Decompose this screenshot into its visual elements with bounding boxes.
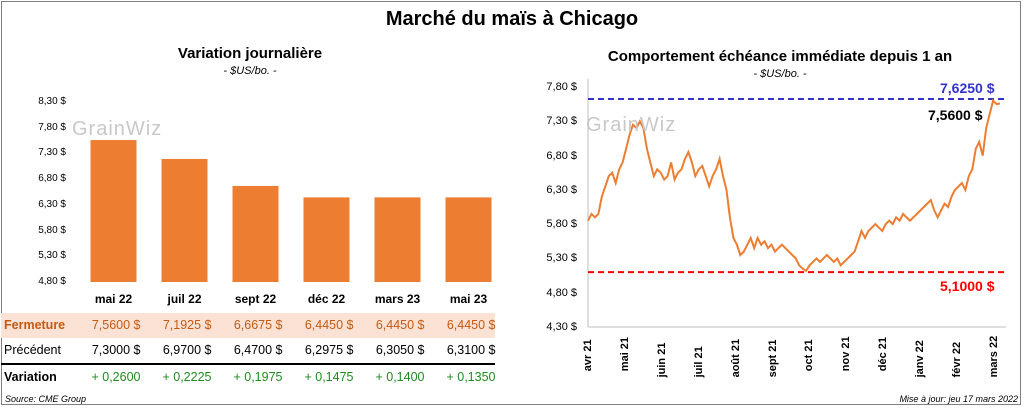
bar-x-tick: déc 22 [307, 292, 346, 306]
line-y-tick: 5,30 $ [546, 252, 577, 265]
bar-1 [161, 158, 208, 282]
previous-cell: 6,9700 $ [162, 343, 212, 357]
bar-y-tick: 6,30 $ [38, 198, 66, 210]
bar-y-tick: 6,80 $ [38, 173, 66, 185]
close-cell: 6,6675 $ [233, 318, 283, 332]
update-note: Mise à jour: jeu 17 mars 2022 [899, 394, 1018, 404]
bar-y-tick: 7,30 $ [38, 147, 66, 159]
close-row: Fermeture 7,5600 $ 7,1925 $ 6,6675 $ 6,4450… [1, 313, 496, 338]
previous-cell: 6,3050 $ [375, 343, 425, 357]
right-chart-unit: - $US/bo. - [753, 68, 807, 80]
bar-x-tick: sept 22 [234, 292, 277, 306]
right-watermark: GrainWiz [586, 114, 677, 136]
change-cell: + 0,1400 [375, 370, 425, 384]
previous-cell: 6,3100 $ [446, 343, 496, 357]
change-cell: + 0,1475 [304, 370, 354, 384]
bar-x-tick: mars 23 [374, 292, 421, 306]
change-row-label: Variation [4, 370, 57, 384]
previous-cell: 6,2975 $ [304, 343, 354, 357]
previous-row-label: Précédent [4, 343, 61, 357]
page-title: Marché du maïs à Chicago [385, 8, 639, 30]
line-x-tick: déc 21 [877, 336, 890, 372]
line-y-tick: 7,80 $ [546, 81, 577, 93]
previous-cell: 6,4700 $ [233, 343, 283, 357]
line-x-tick: août 21 [729, 338, 742, 378]
bar-5 [445, 197, 492, 282]
change-cell: + 0,2600 [91, 370, 141, 384]
change-cell: + 0,2225 [162, 370, 212, 384]
line-x-tick: nov 21 [840, 336, 853, 372]
bar-2 [232, 185, 279, 282]
left-watermark: GrainWiz [72, 118, 163, 140]
line-y-tick: 6,80 $ [546, 149, 577, 162]
last-price-label: 7,5600 $ [928, 107, 983, 123]
bar-y-tick: 5,80 $ [38, 224, 66, 236]
line-y-tick: 4,80 $ [546, 286, 577, 299]
price-series-line [587, 98, 1001, 273]
line-x-tick: janv 22 [914, 340, 927, 378]
line-y-tick: 7,30 $ [546, 115, 577, 128]
close-cell: 7,1925 $ [162, 318, 212, 332]
close-cell: 7,5600 $ [91, 318, 141, 332]
line-x-tick: juil 21 [692, 346, 705, 378]
min-price-label: 5,1000 $ [940, 278, 995, 294]
bar-x-tick: mai 22 [94, 292, 133, 306]
change-row: Variation + 0,2600 + 0,2225 + 0,1975 + 0,14… [1, 365, 496, 390]
previous-row: Précédent 7,3000 $ 6,9700 $ 6,4700 $ 6,2975… [1, 338, 496, 363]
bar-x-tick: juil 22 [167, 292, 202, 306]
bar-y-tick: 7,80 $ [38, 121, 66, 133]
bar-chart [90, 140, 492, 282]
line-y-tick: 6,30 $ [546, 183, 577, 196]
close-cell: 6,4450 $ [304, 318, 354, 332]
close-cell: 6,4450 $ [375, 318, 425, 332]
left-chart-title: Variation journalière [177, 45, 323, 62]
line-x-tick: avr 21 [582, 339, 594, 372]
change-cell: + 0,1350 [446, 370, 496, 384]
line-y-tick: 5,80 $ [546, 218, 577, 231]
previous-cell: 7,3000 $ [91, 343, 141, 357]
source-note: Source: CME Group [5, 394, 87, 404]
line-x-tick: mars 22 [988, 335, 1000, 378]
bar-4 [374, 197, 421, 282]
line-x-tick: sept 21 [766, 339, 779, 378]
bar-y-tick: 4,80 $ [38, 276, 66, 287]
bar-y-tick: 5,30 $ [38, 250, 66, 262]
bar-3 [303, 197, 350, 282]
line-x-tick: juin 21 [655, 342, 668, 378]
line-x-tick: oct 21 [803, 339, 816, 372]
line-x-tick: févr 22 [951, 341, 964, 378]
max-price-label: 7,6250 $ [940, 80, 995, 96]
line-x-tick: mai 21 [618, 336, 631, 372]
table-divider [1, 363, 495, 365]
right-chart-title: Comportement échéance immédiate depuis 1… [607, 48, 953, 65]
close-row-label: Fermeture [4, 318, 66, 332]
close-cell: 6,4450 $ [446, 318, 496, 332]
bar-0 [90, 140, 137, 282]
line-y-tick: 4,30 $ [546, 321, 577, 333]
left-chart-unit: - $US/bo. - [223, 65, 277, 77]
bar-y-tick: 8,30 $ [38, 96, 66, 107]
bar-x-tick: mai 23 [449, 292, 488, 306]
change-cell: + 0,1975 [233, 370, 283, 384]
